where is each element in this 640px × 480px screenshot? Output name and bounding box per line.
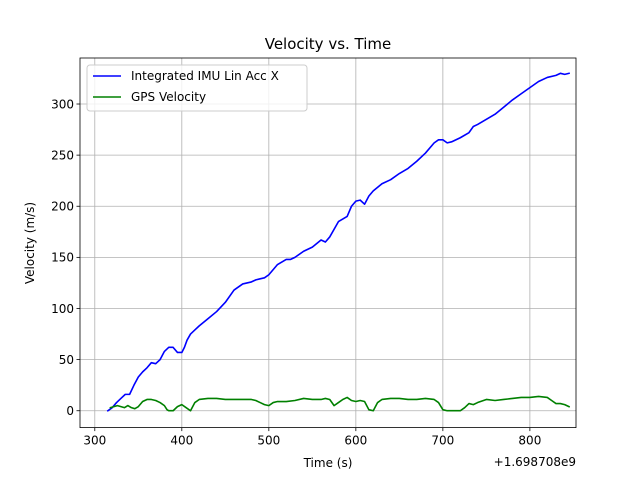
axis-ticks: 300 400 500 600 700 800 0 50 100 150 200 250 300 (51, 97, 541, 447)
y-tick-label: 150 (51, 251, 74, 265)
y-axis-label: Velocity (m/s) (23, 202, 37, 284)
legend-label-gps: GPS Velocity (131, 90, 206, 104)
x-tick-label: 400 (170, 434, 193, 448)
imu-velocity-line (106, 72, 571, 412)
y-tick-label: 100 (51, 302, 74, 316)
series-layer (106, 72, 571, 412)
x-tick-label: 300 (83, 434, 106, 448)
x-offset-label: +1.698708e9 (494, 455, 576, 469)
plot-frame (79, 57, 577, 429)
x-tick-label: 600 (344, 434, 367, 448)
gps-velocity-line (109, 395, 571, 412)
chart-title: Velocity vs. Time (265, 35, 392, 53)
x-tick-label: 800 (518, 434, 541, 448)
y-tick-label: 0 (66, 404, 74, 418)
y-tick-label: 300 (51, 97, 74, 111)
legend-box (86, 64, 308, 112)
x-tick-label: 500 (257, 434, 280, 448)
y-tick-label: 200 (51, 200, 74, 214)
y-tick-label: 250 (51, 148, 74, 162)
y-tick-label: 50 (59, 353, 74, 367)
legend: Integrated IMU Lin Acc X GPS Velocity (86, 64, 308, 112)
x-axis-label: Time (s) (303, 456, 353, 470)
legend-label-imu: Integrated IMU Lin Acc X (131, 69, 279, 83)
grid (80, 58, 576, 428)
x-tick-label: 700 (431, 434, 454, 448)
